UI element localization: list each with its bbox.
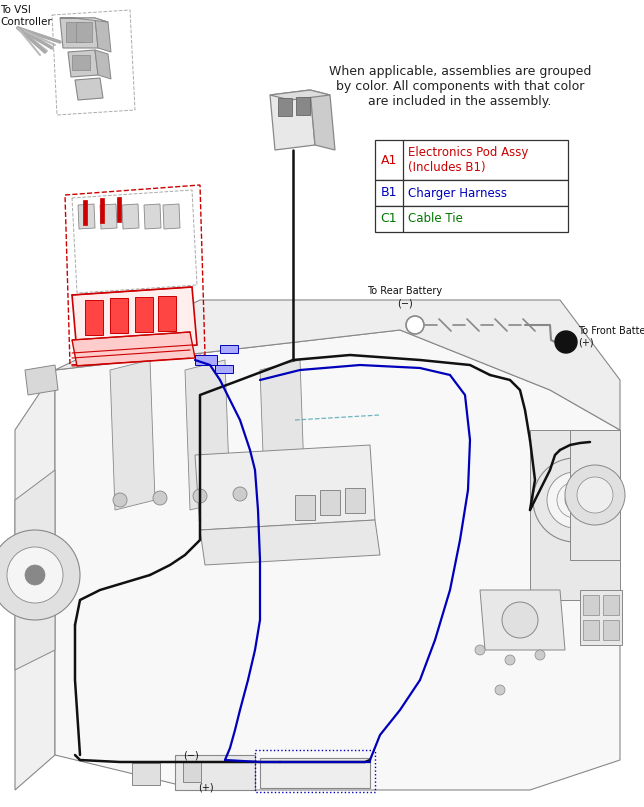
Bar	[375, 206, 568, 232]
Text: To Front Battery
(+): To Front Battery (+)	[578, 326, 644, 348]
Text: B1: B1	[381, 186, 397, 199]
Polygon shape	[480, 590, 565, 650]
Bar	[345, 488, 365, 513]
Polygon shape	[195, 445, 375, 530]
Polygon shape	[200, 520, 380, 565]
Text: (+): (+)	[198, 783, 214, 793]
Polygon shape	[78, 204, 95, 229]
Bar	[583, 620, 599, 640]
Polygon shape	[15, 470, 55, 670]
Polygon shape	[270, 90, 315, 150]
Text: To VSI
Controller: To VSI Controller	[0, 5, 52, 27]
Polygon shape	[122, 204, 139, 229]
Circle shape	[547, 472, 603, 528]
Bar	[76, 22, 92, 42]
Polygon shape	[55, 300, 620, 430]
Circle shape	[7, 547, 63, 603]
Bar	[320, 490, 340, 515]
Text: A1: A1	[381, 153, 397, 166]
Bar	[215, 365, 233, 373]
Circle shape	[406, 316, 424, 334]
Bar	[66, 22, 84, 42]
Text: (−): (−)	[183, 750, 199, 760]
Polygon shape	[100, 204, 117, 229]
Polygon shape	[95, 50, 111, 79]
Polygon shape	[72, 332, 195, 366]
Bar	[375, 140, 568, 180]
Bar	[375, 180, 568, 206]
Polygon shape	[570, 430, 620, 560]
Polygon shape	[185, 360, 230, 510]
Circle shape	[565, 465, 625, 525]
Polygon shape	[75, 78, 103, 100]
Circle shape	[475, 645, 485, 655]
Circle shape	[0, 530, 80, 620]
Polygon shape	[60, 18, 108, 22]
Bar	[175, 755, 255, 790]
Text: When applicable, assemblies are grouped
by color. All components with that color: When applicable, assemblies are grouped …	[329, 65, 591, 108]
Polygon shape	[530, 430, 620, 600]
Circle shape	[233, 487, 247, 501]
Polygon shape	[310, 90, 335, 150]
Circle shape	[25, 565, 45, 585]
Bar	[195, 355, 217, 365]
Bar	[278, 98, 292, 116]
Circle shape	[577, 477, 613, 513]
Text: To Rear Battery
(−): To Rear Battery (−)	[368, 286, 442, 308]
Bar	[295, 495, 315, 520]
Polygon shape	[110, 360, 155, 510]
Bar	[132, 763, 160, 785]
Polygon shape	[25, 365, 58, 395]
Bar	[72, 55, 90, 70]
Text: Electronics Pod Assy
(Includes B1): Electronics Pod Assy (Includes B1)	[408, 146, 528, 174]
Polygon shape	[144, 204, 161, 229]
Polygon shape	[55, 330, 620, 790]
Circle shape	[193, 489, 207, 503]
Bar	[583, 595, 599, 615]
Polygon shape	[270, 90, 330, 100]
Bar	[100, 198, 104, 223]
Circle shape	[505, 655, 515, 665]
Text: Cable Tie: Cable Tie	[408, 212, 463, 225]
Bar	[117, 197, 121, 222]
Circle shape	[502, 602, 538, 638]
Text: Charger Harness: Charger Harness	[408, 186, 507, 199]
Polygon shape	[163, 204, 180, 229]
Text: C1: C1	[381, 212, 397, 225]
Bar	[580, 590, 622, 645]
Bar	[135, 297, 153, 332]
Polygon shape	[260, 360, 305, 510]
Polygon shape	[15, 370, 55, 790]
Circle shape	[535, 650, 545, 660]
Bar	[603, 620, 619, 640]
Circle shape	[153, 491, 167, 505]
Polygon shape	[68, 50, 98, 77]
Bar	[110, 298, 128, 333]
Bar	[83, 200, 87, 225]
Bar	[260, 758, 370, 788]
Bar	[296, 97, 310, 115]
Circle shape	[495, 685, 505, 695]
Polygon shape	[95, 18, 111, 52]
Polygon shape	[60, 18, 98, 48]
Polygon shape	[72, 287, 197, 353]
Bar	[220, 345, 238, 353]
Circle shape	[555, 331, 577, 353]
Bar	[183, 762, 201, 782]
Circle shape	[533, 458, 617, 542]
Circle shape	[113, 493, 127, 507]
Bar	[603, 595, 619, 615]
Bar	[158, 296, 176, 331]
Bar	[85, 300, 103, 335]
